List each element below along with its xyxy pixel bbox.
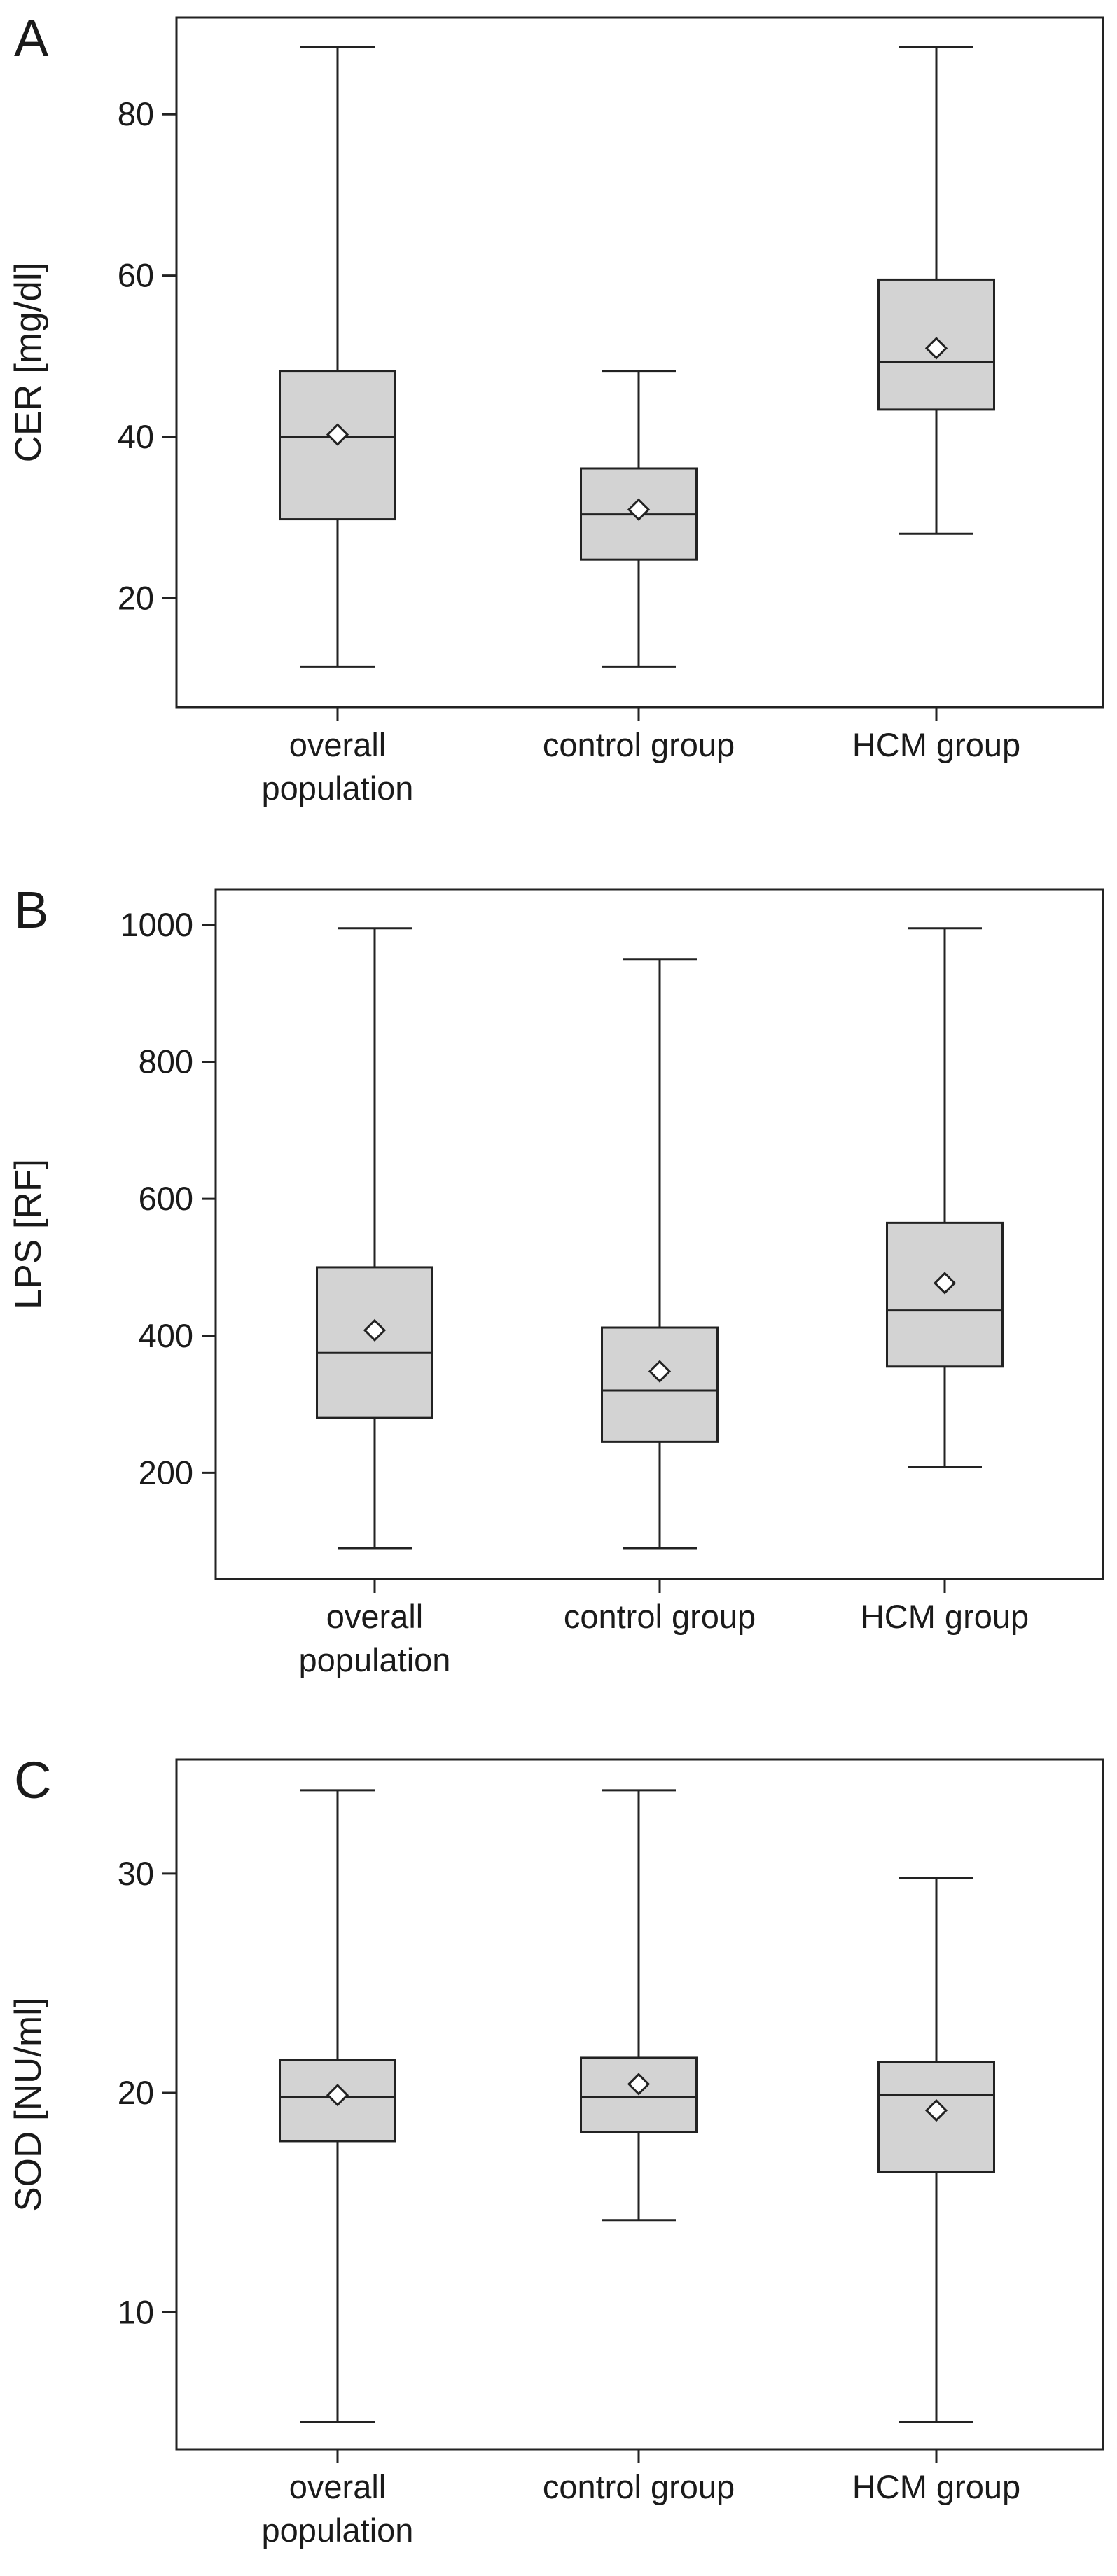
panel-c: C 10 20 30 SOD [NU/ml] overall population contr… xyxy=(8,1751,1104,2549)
y-tick-label: 30 xyxy=(118,1855,154,1892)
mean-marker xyxy=(627,498,651,521)
x-category-label: HCM group xyxy=(852,726,1020,763)
panel-letter: C xyxy=(14,1751,51,1809)
y-tick-label: 200 xyxy=(139,1454,193,1491)
boxplot-2: HCM group xyxy=(852,1877,1020,2505)
x-category-label: HCM group xyxy=(861,1598,1029,1635)
y-tick-label: 1000 xyxy=(120,906,193,943)
x-category-label: overall xyxy=(326,1598,423,1635)
panel-letter: A xyxy=(14,9,49,67)
mean-marker xyxy=(648,1360,672,1383)
mean-marker xyxy=(933,1272,957,1295)
y-axis-title: LPS [RF] xyxy=(8,1159,49,1309)
y-axis-title: CER [mg/dl] xyxy=(8,263,49,463)
mean-marker xyxy=(326,423,349,446)
x-category-label: control group xyxy=(543,726,735,763)
y-tick-label: 400 xyxy=(139,1317,193,1354)
iqr-box xyxy=(886,1221,1004,1368)
boxplot-0: overall population xyxy=(262,1789,414,2549)
iqr-box xyxy=(316,1266,433,1419)
boxplot-2: HCM group xyxy=(852,45,1020,763)
boxplot-1: control group xyxy=(543,1789,735,2505)
boxplot-1: control group xyxy=(543,370,735,763)
y-tick-label: 20 xyxy=(118,2074,154,2111)
y-tick-label: 800 xyxy=(139,1043,193,1080)
y-tick-label: 80 xyxy=(118,95,154,132)
mean-marker xyxy=(627,2073,651,2096)
x-category-label: overall xyxy=(289,2468,386,2505)
x-category-label: control group xyxy=(564,1598,756,1635)
boxplot-1: control group xyxy=(564,958,756,1635)
boxplot-2: HCM group xyxy=(861,927,1029,1635)
y-axis-title: SOD [NU/ml] xyxy=(8,1997,49,2211)
x-category-label: population xyxy=(299,1641,451,1678)
panel-letter: B xyxy=(14,881,48,939)
y-tick-label: 40 xyxy=(118,418,154,455)
iqr-box xyxy=(601,1326,719,1443)
x-category-label: control group xyxy=(543,2468,735,2505)
boxplot-0: overall population xyxy=(299,927,451,1678)
x-category-label: population xyxy=(262,770,414,807)
x-category-label: HCM group xyxy=(852,2468,1020,2505)
boxplot-0: overall population xyxy=(262,45,414,807)
mean-marker xyxy=(363,1318,387,1342)
y-tick-label: 600 xyxy=(139,1180,193,1217)
panel-b: B 200 400 600 800 1000 LPS [RF] overall populati… xyxy=(8,881,1104,1678)
x-category-label: overall xyxy=(289,726,386,763)
mean-marker xyxy=(326,2084,349,2107)
x-category-label: population xyxy=(262,2512,414,2549)
y-tick-label: 10 xyxy=(118,2293,154,2330)
y-tick-label: 60 xyxy=(118,257,154,294)
y-tick-label: 20 xyxy=(118,579,154,616)
panel-a: A 20 40 60 80 CER [mg/dl] overall population con… xyxy=(8,9,1104,807)
mean-marker xyxy=(924,2098,948,2122)
mean-marker xyxy=(924,337,948,360)
